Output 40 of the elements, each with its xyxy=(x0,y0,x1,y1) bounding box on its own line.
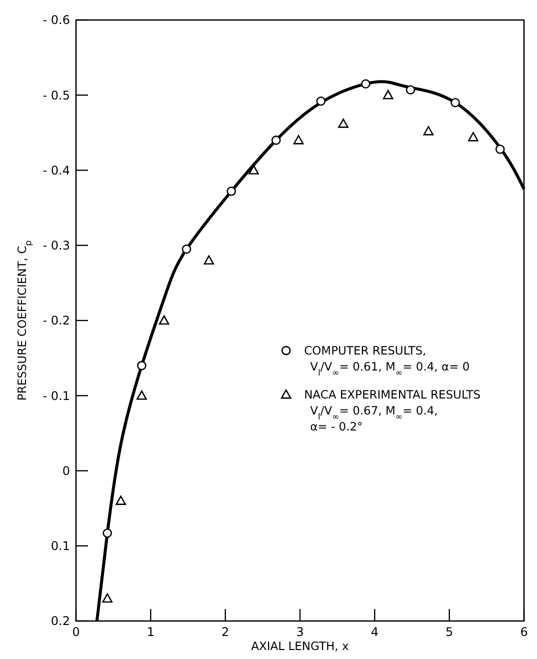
x-axis-title: AXIAL LENGTH, x xyxy=(251,639,350,653)
point xyxy=(423,126,434,136)
point xyxy=(495,144,505,154)
point xyxy=(136,390,147,400)
x-tick-label: 5 xyxy=(446,625,454,639)
point xyxy=(316,96,326,106)
point xyxy=(406,85,416,95)
x-tick-label: 2 xyxy=(222,625,230,639)
text: NACA EXPERIMENTAL RESULTS V$_{l}$/V$_{∞}$= 0.67, M$_{∞}$= 0.4, α= - 0.2° xyxy=(304,388,481,434)
point xyxy=(248,165,259,174)
x-tick-label: 6 xyxy=(520,625,528,639)
point xyxy=(102,593,113,603)
y-tick-label: - 0.6 xyxy=(42,13,70,28)
point xyxy=(468,132,478,142)
x-tick-label: 4 xyxy=(370,625,378,639)
x-tick-label: 0 xyxy=(72,625,80,639)
y-tick-label: 0.1 xyxy=(50,539,70,554)
point xyxy=(338,118,348,128)
point xyxy=(116,496,126,505)
point xyxy=(450,98,460,108)
y-tick-label: - 0.4 xyxy=(42,163,70,178)
point xyxy=(361,79,370,89)
point xyxy=(293,135,304,144)
point xyxy=(158,315,170,325)
y-tick-label: - 0.5 xyxy=(42,88,70,102)
x-tick-label: 1 xyxy=(146,625,154,639)
x-tick-label: 3 xyxy=(296,625,304,639)
y-tick-label: 0.2 xyxy=(50,614,70,628)
point xyxy=(102,528,112,538)
y-tick-label: - 0.1 xyxy=(42,388,70,403)
y-tick-label: 0 xyxy=(62,464,70,478)
legend-label: COMPUTER RESULTS, V$_{l}$/V$_{∞}$= 0.61, M$_{∞}$= 0.4, α= 0 xyxy=(304,344,470,379)
point xyxy=(226,186,236,196)
point xyxy=(382,90,394,100)
point xyxy=(204,255,214,265)
point xyxy=(137,360,146,370)
point xyxy=(271,136,281,145)
y-tick-label: - 0.2 xyxy=(42,314,70,328)
y-tick-label: - 0.3 xyxy=(42,238,70,253)
point xyxy=(182,244,192,254)
